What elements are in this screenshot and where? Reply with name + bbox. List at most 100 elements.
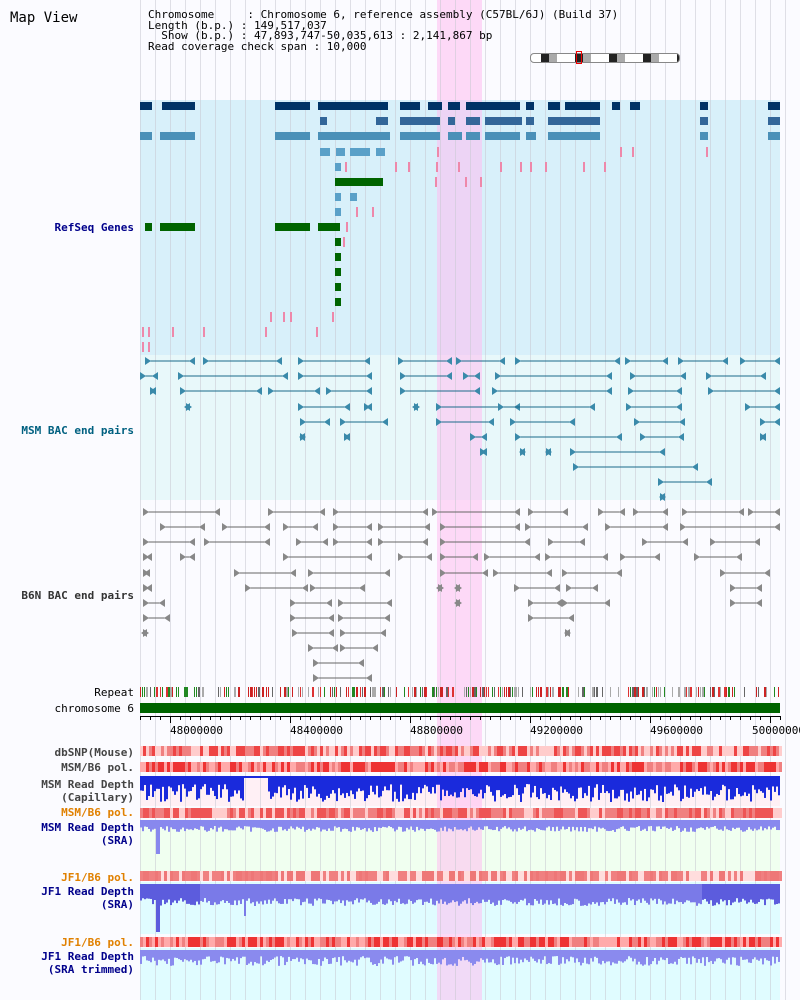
capillary-depth-bar: [776, 776, 778, 787]
heat-cell: [257, 871, 260, 881]
capillary-depth-bar: [234, 776, 236, 791]
repeat-label[interactable]: Repeat: [94, 686, 134, 699]
heat-cell: [302, 746, 305, 756]
dbsnp-label[interactable]: dbSNP(Mouse): [54, 746, 134, 759]
heat-cell: [689, 871, 692, 881]
repeat-mark: [476, 687, 477, 697]
heat-cell: [257, 808, 260, 818]
heat-cell: [695, 746, 698, 756]
jf1-trim-depth-bar: [416, 950, 418, 959]
axis-tick: [140, 716, 141, 720]
heat-cell: [446, 808, 449, 818]
jf1-trim-depth-bar: [176, 950, 178, 958]
msm-sra-depth-bar: [738, 820, 740, 828]
msm-sra-depth-bar: [252, 820, 254, 828]
jf1-sra-depth-bar: [664, 884, 666, 902]
jf1-sra-depth-bar: [486, 884, 488, 902]
heat-cell: [335, 871, 338, 881]
axis-tick: [520, 716, 521, 720]
heat-cell: [398, 937, 401, 947]
repeat-mark: [168, 687, 170, 697]
heat-cell: [233, 871, 236, 881]
refseq-label[interactable]: RefSeq Genes: [54, 221, 134, 234]
jf1-trim-depth-bar: [618, 950, 620, 961]
msm-b6-pol-label[interactable]: MSM/B6 pol.: [61, 761, 134, 774]
heat-cell: [626, 937, 629, 947]
heat-cell: [368, 937, 371, 947]
msm-sra-depth-bar: [358, 820, 360, 828]
jf1-trim-depth-bar: [190, 950, 192, 960]
b6n-bac-label[interactable]: B6N BAC end pairs: [21, 589, 134, 602]
heat-cell: [305, 937, 308, 947]
heat-cell: [662, 937, 665, 947]
heat-cell: [401, 808, 404, 818]
heat-cell: [629, 871, 632, 881]
jf1-sra-depth-bar: [420, 884, 422, 900]
msm-bac-label[interactable]: MSM BAC end pairs: [21, 424, 134, 437]
gene-feature: [335, 253, 341, 261]
jf1-trim-depth-bar: [666, 950, 668, 958]
msm-sra-depth-bar: [694, 820, 696, 832]
msm-b6-pol-2-label[interactable]: MSM/B6 pol.: [61, 806, 134, 819]
jf1-trim-depth-bar: [470, 950, 472, 963]
repeat-mark: [536, 687, 537, 697]
jf1-trim-depth-bar: [274, 950, 276, 958]
msm-sra-depth-bar: [416, 820, 418, 827]
jf1-depth-trim-label[interactable]: JF1 Read Depth (SRA trimmed): [41, 950, 134, 976]
heat-cell: [398, 808, 401, 818]
repeat-mark: [744, 687, 745, 697]
heat-cell: [551, 746, 554, 756]
gene-feature: [335, 163, 341, 171]
heat-cell: [143, 937, 146, 947]
capillary-depth-bar: [484, 776, 486, 794]
heat-cell: [641, 746, 644, 756]
heat-cell: [200, 808, 203, 818]
repeat-mark: [186, 687, 188, 697]
jf1-trim-depth-bar: [528, 950, 530, 962]
heat-cell: [623, 937, 626, 947]
repeat-mark: [196, 687, 197, 697]
jf1-sra-depth-bar: [418, 884, 420, 900]
jf1-trim-depth-bar: [418, 950, 420, 965]
jf1-depth-sra-label[interactable]: JF1 Read Depth (SRA): [41, 885, 134, 911]
chromosome-bar[interactable]: [140, 703, 780, 713]
jf1-trim-depth-bar: [604, 950, 606, 964]
msm-depth-sra-label[interactable]: MSM Read Depth (SRA): [41, 821, 134, 847]
heat-cell: [581, 762, 584, 772]
jf1-sra-depth-bar: [578, 884, 580, 901]
jf1-trim-depth-bar: [322, 950, 324, 962]
heat-cell: [467, 746, 470, 756]
axis-tick: [330, 716, 331, 720]
jf1-sra-depth-bar: [236, 884, 238, 906]
msm-depth-capillary-label[interactable]: MSM Read Depth (Capillary): [41, 778, 134, 804]
jf1-sra-depth-bar: [616, 884, 618, 900]
chromosome-ideogram[interactable]: [530, 53, 680, 63]
axis-tick: [410, 716, 411, 723]
heat-cell: [644, 808, 647, 818]
jf1-trim-depth-bar: [208, 950, 210, 957]
heat-cell: [416, 808, 419, 818]
heat-cell: [329, 937, 332, 947]
heat-cell: [731, 808, 734, 818]
msm-sra-depth-bar: [164, 820, 166, 831]
axis-tick: [480, 716, 481, 720]
heat-cell: [689, 762, 692, 772]
jf1-sra-depth-bar: [394, 884, 396, 901]
msm-sra-depth-bar: [460, 820, 462, 830]
msm-sra-depth-bar: [762, 820, 764, 831]
msm-sra-depth-bar: [304, 820, 306, 832]
heat-cell: [362, 808, 365, 818]
capillary-depth-bar: [152, 776, 154, 797]
heat-cell: [737, 937, 740, 947]
msm-sra-depth-bar: [442, 820, 444, 831]
heat-cell: [458, 762, 461, 772]
heat-cell: [620, 808, 623, 818]
capillary-depth-bar: [156, 776, 158, 789]
jf1-b6-pol-2-label[interactable]: JF1/B6 pol.: [61, 936, 134, 949]
jf1-sra-depth-bar: [478, 884, 480, 904]
capillary-depth-bar: [382, 776, 384, 791]
jf1-sra-depth-bar: [372, 884, 374, 905]
jf1-b6-pol-label[interactable]: JF1/B6 pol.: [61, 871, 134, 884]
msm-sra-depth-bar: [180, 820, 182, 830]
